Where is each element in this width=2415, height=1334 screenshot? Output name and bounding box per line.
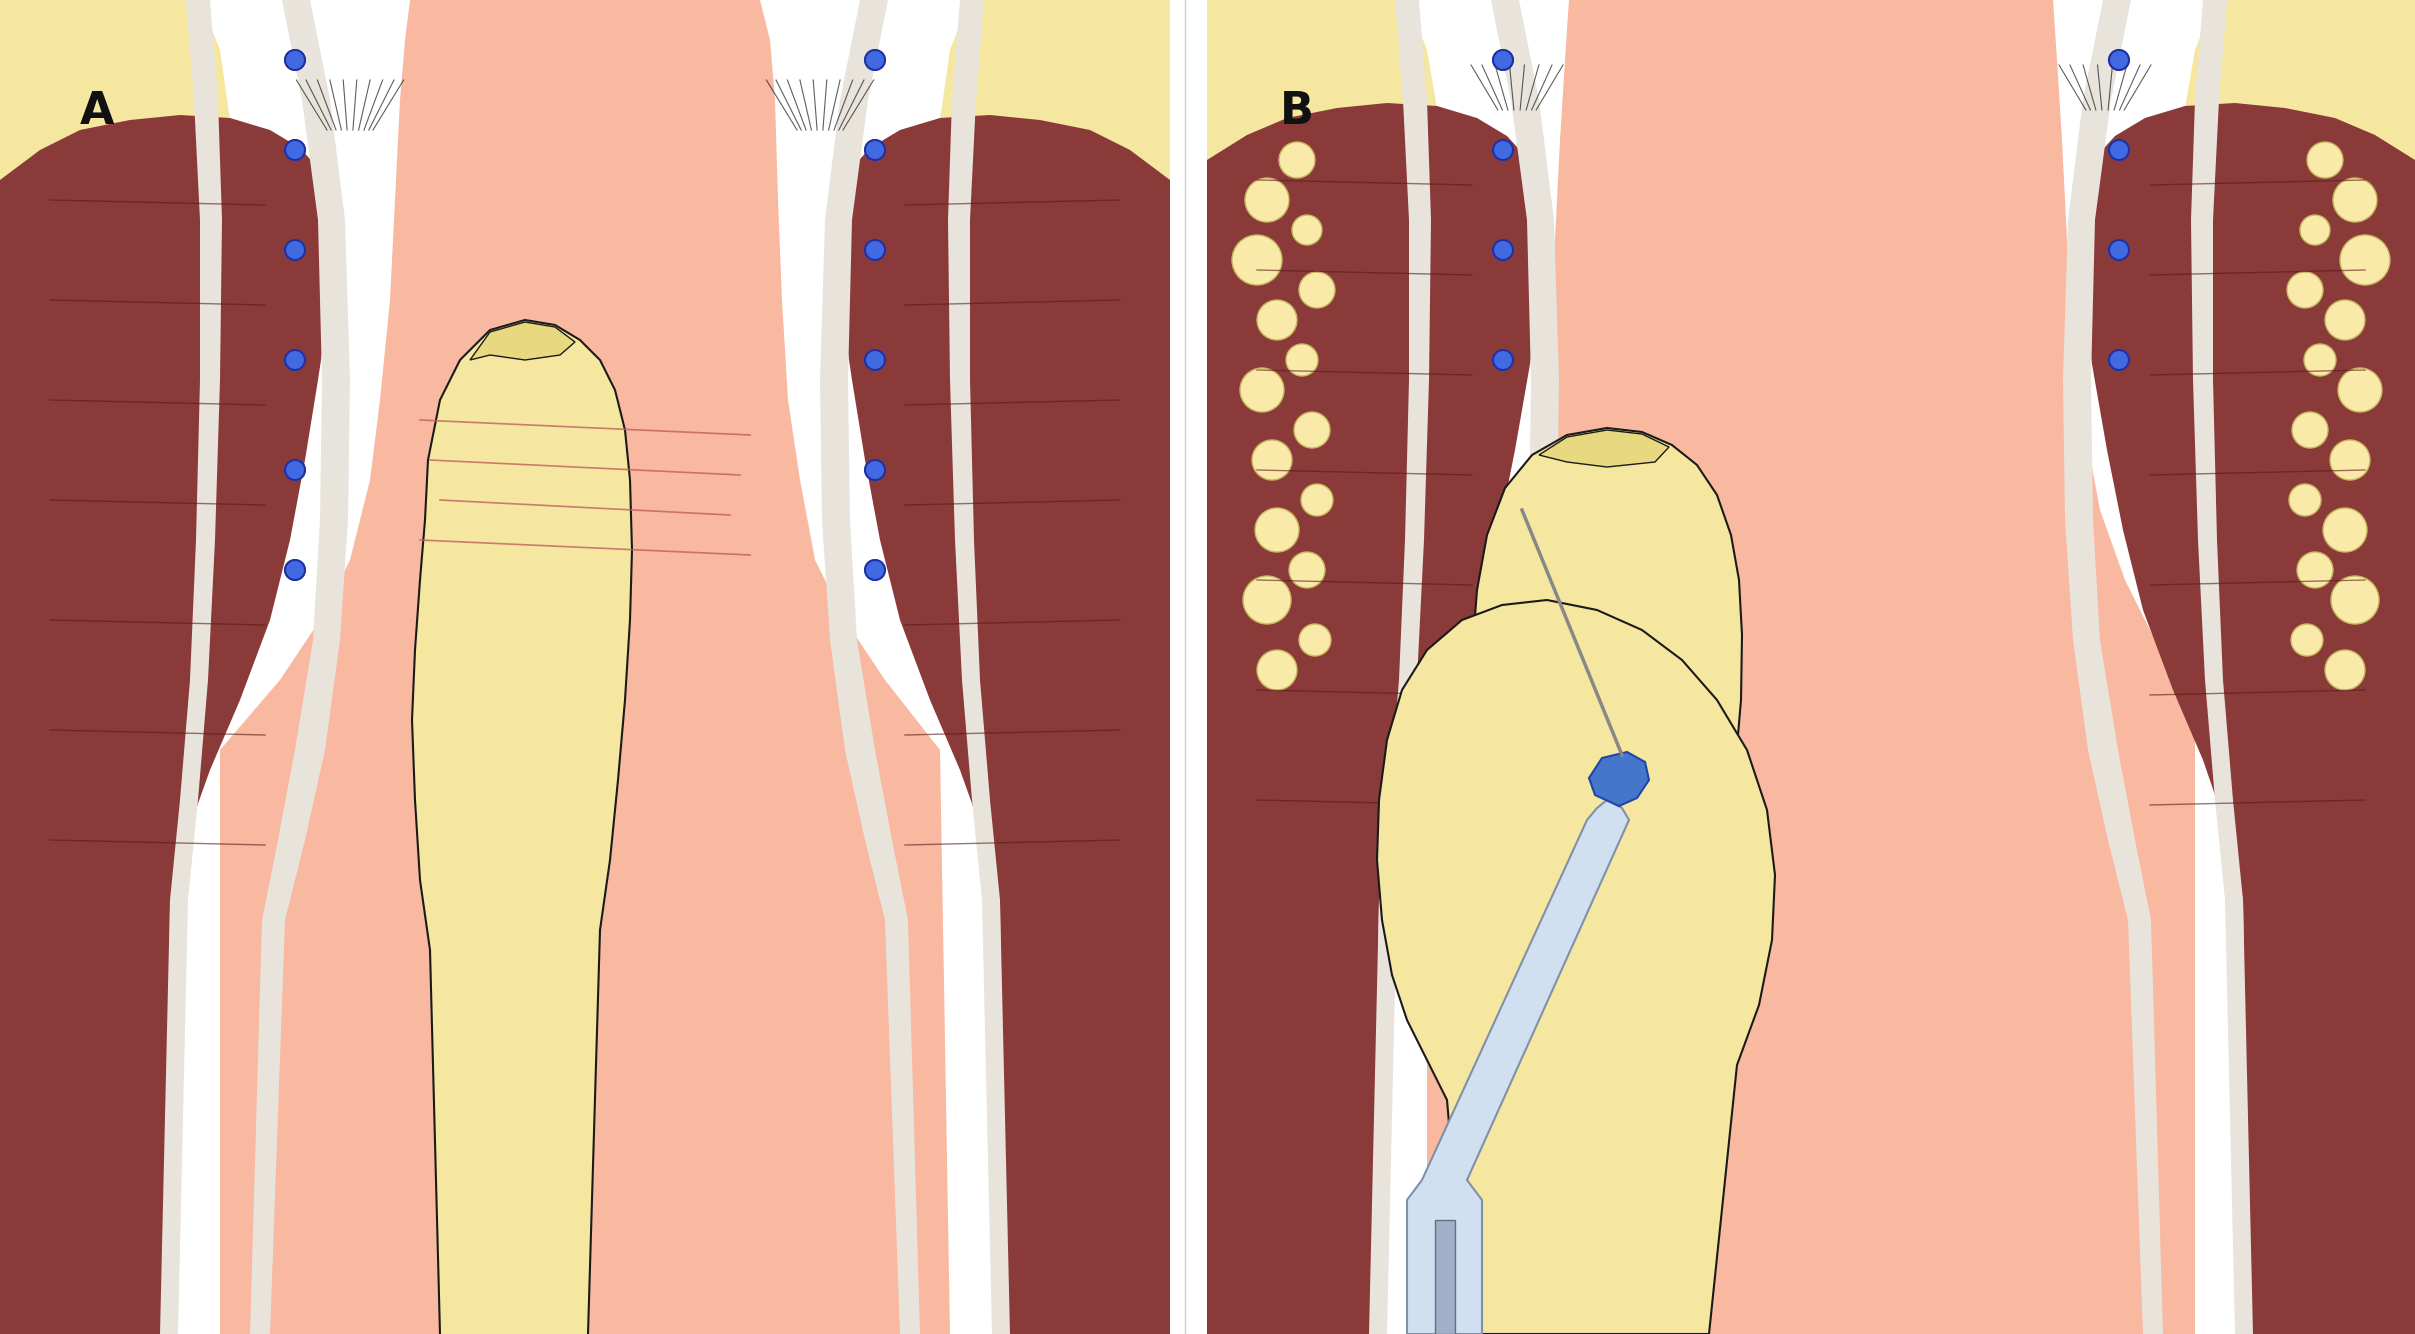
Polygon shape — [2190, 0, 2253, 1334]
Circle shape — [1244, 576, 1292, 624]
Circle shape — [2297, 552, 2333, 588]
Circle shape — [1302, 484, 1333, 516]
Polygon shape — [159, 0, 222, 1334]
Circle shape — [2299, 215, 2330, 245]
Polygon shape — [2077, 103, 2415, 1334]
Circle shape — [2340, 235, 2391, 285]
Circle shape — [1287, 344, 1319, 376]
Circle shape — [2292, 624, 2323, 656]
Circle shape — [865, 240, 884, 260]
Circle shape — [2306, 141, 2343, 177]
Circle shape — [1290, 552, 1326, 588]
Polygon shape — [0, 0, 229, 1334]
Circle shape — [865, 460, 884, 480]
Polygon shape — [1408, 800, 1630, 1334]
Circle shape — [1256, 650, 1297, 690]
Circle shape — [2333, 177, 2376, 221]
Circle shape — [285, 140, 304, 160]
Polygon shape — [1427, 0, 2195, 1334]
Circle shape — [1294, 412, 1331, 448]
Circle shape — [2326, 650, 2364, 690]
Circle shape — [1492, 240, 1514, 260]
Circle shape — [285, 240, 304, 260]
Polygon shape — [0, 115, 336, 1334]
Circle shape — [285, 350, 304, 370]
Circle shape — [865, 140, 884, 160]
Circle shape — [2108, 350, 2130, 370]
Circle shape — [2289, 484, 2321, 516]
Circle shape — [2326, 300, 2364, 340]
Circle shape — [2292, 412, 2328, 448]
Circle shape — [2338, 368, 2381, 412]
Circle shape — [285, 560, 304, 580]
Polygon shape — [1369, 0, 1432, 1334]
Circle shape — [1292, 215, 1321, 245]
Circle shape — [1492, 140, 1514, 160]
Circle shape — [865, 49, 884, 69]
Polygon shape — [471, 321, 575, 360]
Circle shape — [1232, 235, 1282, 285]
Text: A: A — [80, 89, 114, 133]
Circle shape — [1492, 49, 1514, 69]
Circle shape — [2330, 440, 2369, 480]
Polygon shape — [0, 0, 1169, 1334]
Polygon shape — [1435, 1221, 1454, 1334]
Circle shape — [2287, 272, 2323, 308]
Polygon shape — [939, 0, 1169, 1334]
Polygon shape — [2183, 0, 2415, 1334]
Polygon shape — [1377, 600, 1775, 1334]
Circle shape — [2330, 576, 2379, 624]
Polygon shape — [1459, 0, 1560, 1334]
Polygon shape — [2062, 0, 2164, 1334]
Circle shape — [2108, 49, 2130, 69]
Circle shape — [1280, 141, 1316, 177]
Polygon shape — [1208, 0, 1439, 1334]
Polygon shape — [251, 0, 350, 1334]
Circle shape — [2323, 508, 2367, 552]
Polygon shape — [1473, 428, 1741, 1334]
Circle shape — [1299, 624, 1331, 656]
Polygon shape — [220, 0, 949, 1334]
Circle shape — [2108, 140, 2130, 160]
Text: B: B — [1280, 89, 1314, 133]
Polygon shape — [1538, 430, 1669, 467]
Circle shape — [285, 460, 304, 480]
Polygon shape — [1208, 103, 1546, 1334]
Circle shape — [285, 49, 304, 69]
Circle shape — [1492, 350, 1514, 370]
Circle shape — [1256, 508, 1299, 552]
Circle shape — [2108, 240, 2130, 260]
Circle shape — [1256, 300, 1297, 340]
Circle shape — [2304, 344, 2335, 376]
Circle shape — [865, 560, 884, 580]
Circle shape — [1246, 177, 1290, 221]
Polygon shape — [1589, 752, 1649, 806]
Polygon shape — [1208, 0, 2415, 1334]
Circle shape — [1251, 440, 1292, 480]
Polygon shape — [821, 0, 920, 1334]
Circle shape — [1239, 368, 1285, 412]
Polygon shape — [413, 320, 633, 1334]
Polygon shape — [836, 115, 1169, 1334]
Polygon shape — [949, 0, 1009, 1334]
Circle shape — [865, 350, 884, 370]
Circle shape — [1299, 272, 1335, 308]
